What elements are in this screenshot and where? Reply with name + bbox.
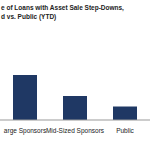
html-text:d vs. Public (YTD): d vs. Public (YTD) bbox=[1, 13, 57, 20]
svg-text:Public: Public bbox=[116, 127, 134, 134]
svg-text:Mid-Sized Sponsors: Mid-Sized Sponsors bbox=[46, 127, 105, 135]
svg-text:arge Sponsors: arge Sponsors bbox=[8, 127, 47, 135]
html-text:e of Loans with Asset Sale Ste: e of Loans with Asset Sale Step-Downs, bbox=[1, 4, 124, 11]
